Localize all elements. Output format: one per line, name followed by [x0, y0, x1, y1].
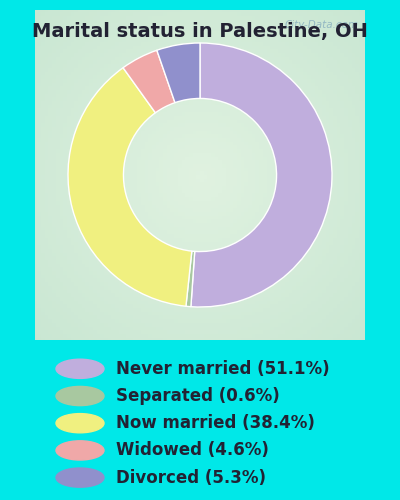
Circle shape	[56, 468, 104, 487]
Text: Marital status in Palestine, OH: Marital status in Palestine, OH	[32, 22, 368, 42]
Circle shape	[56, 441, 104, 460]
Text: Widowed (4.6%): Widowed (4.6%)	[116, 442, 269, 460]
Text: Divorced (5.3%): Divorced (5.3%)	[116, 468, 266, 486]
Wedge shape	[191, 43, 332, 307]
Circle shape	[56, 414, 104, 433]
Circle shape	[56, 359, 104, 378]
Text: Never married (51.1%): Never married (51.1%)	[116, 360, 330, 378]
Text: City-Data.com: City-Data.com	[284, 20, 358, 30]
Wedge shape	[68, 68, 192, 306]
Text: Now married (38.4%): Now married (38.4%)	[116, 414, 315, 432]
Text: Separated (0.6%): Separated (0.6%)	[116, 387, 280, 405]
Circle shape	[56, 386, 104, 406]
Wedge shape	[157, 43, 200, 102]
Wedge shape	[123, 50, 175, 113]
Wedge shape	[186, 251, 195, 306]
